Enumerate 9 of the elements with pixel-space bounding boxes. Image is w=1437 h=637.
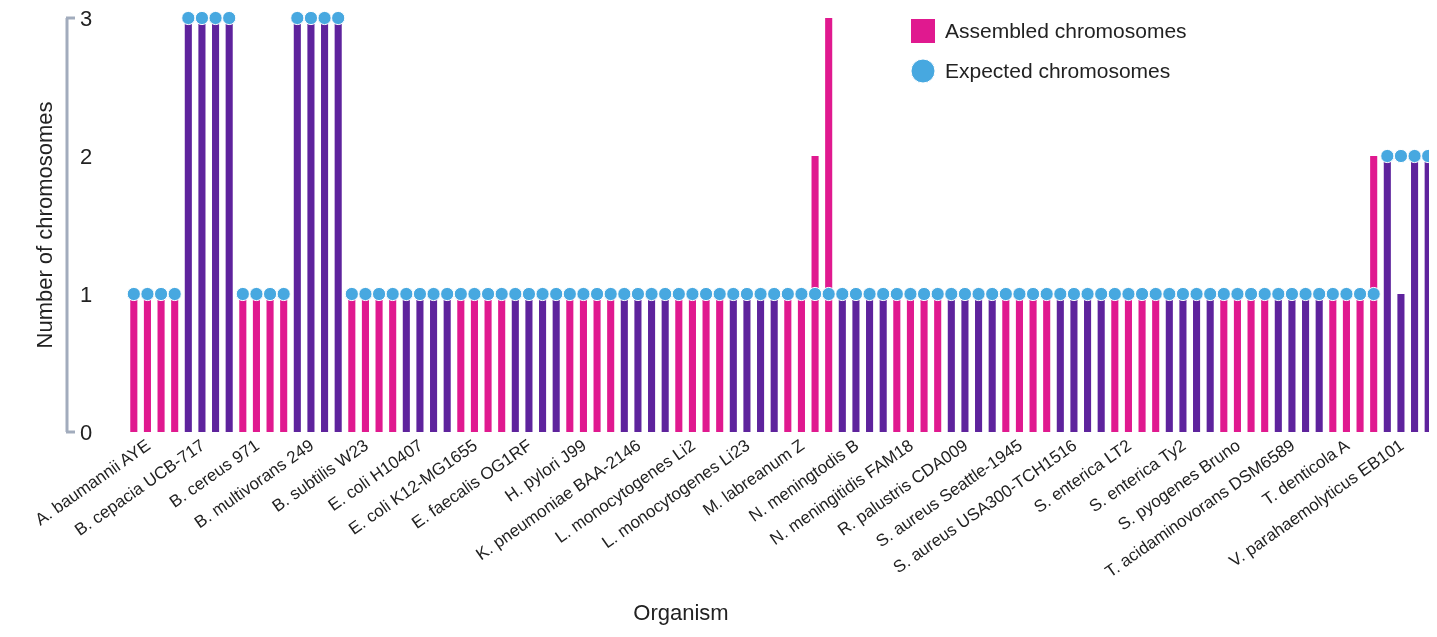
legend-label: Expected chromosomes — [945, 59, 1171, 83]
y-axis-title: Number of chromosomes — [32, 101, 57, 349]
legend-label: Assembled chromosomes — [945, 19, 1187, 43]
y-tick-label: 2 — [79, 143, 93, 169]
y-tick-label: 1 — [79, 281, 93, 307]
bar — [1397, 294, 1405, 432]
y-tick-label: 3 — [79, 5, 93, 31]
x-axis-title: Organism — [633, 600, 729, 625]
y-tick-label: 0 — [79, 419, 93, 445]
